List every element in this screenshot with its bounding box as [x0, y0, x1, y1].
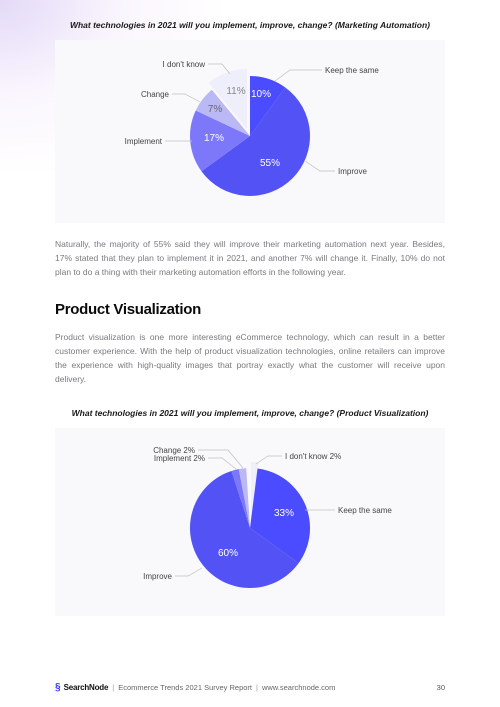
footer-url: www.searchnode.com	[262, 683, 335, 692]
chart1-lbl-change: Change	[141, 90, 170, 99]
chart1-lead-keep	[275, 70, 322, 81]
chart2-lead-improve	[175, 568, 202, 576]
chart2-lead-dk	[256, 456, 282, 464]
logo-text: SearchNode	[64, 683, 109, 692]
footer-separator-1: |	[112, 683, 114, 692]
chart1-lbl-dk: I don't know	[163, 60, 206, 69]
chart2-title: What technologies in 2021 will you imple…	[55, 408, 445, 418]
chart2-lbl-dk: I don't know 2%	[285, 452, 341, 461]
chart2-lbl-improve: Improve	[143, 572, 172, 581]
chart2-lead-impl	[208, 458, 236, 469]
chart1-val-improve: 55%	[260, 158, 280, 169]
page-footer: § SearchNode | Ecommerce Trends 2021 Sur…	[55, 682, 445, 693]
page-number: 30	[437, 683, 445, 692]
chart1-val-change: 7%	[208, 104, 223, 115]
chart1-box: 10% 55% 17% 7% 11% Keep the same Improve…	[55, 40, 445, 223]
chart1-val-dk: 11%	[226, 86, 245, 97]
chart2-val-keep: 33%	[274, 508, 294, 519]
chart1-title: What technologies in 2021 will you imple…	[55, 20, 445, 30]
paragraph-2: Product visualization is one more intere…	[55, 330, 445, 386]
footer-separator-2: |	[256, 683, 258, 692]
chart1-pie: 10% 55% 17% 7% 11% Keep the same Improve…	[80, 54, 420, 209]
chart1-lead-dk	[208, 64, 230, 74]
chart1-lead-improve	[305, 161, 335, 171]
chart2-lbl-keep: Keep the same	[338, 506, 392, 515]
chart1-lbl-impl: Implement	[125, 137, 163, 146]
chart1-val-impl: 17%	[204, 133, 224, 144]
chart1-lbl-keep: Keep the same	[325, 66, 379, 75]
chart2-lbl-change: Change 2%	[153, 446, 195, 455]
section-heading-product-visualization: Product Visualization	[55, 301, 445, 318]
chart1-val-keep: 10%	[251, 89, 271, 100]
chart2-val-improve: 60%	[218, 548, 238, 559]
paragraph-1: Naturally, the majority of 55% said they…	[55, 237, 445, 279]
chart1-lbl-improve: Improve	[338, 167, 367, 176]
logo: § SearchNode	[55, 682, 108, 693]
chart1-lead-change	[172, 94, 200, 102]
footer-report-name: Ecommerce Trends 2021 Survey Report	[118, 683, 252, 692]
chart2-pie: 33% 60% I don't know 2% Keep the same Im…	[80, 442, 420, 602]
chart2-lbl-impl: Implement 2%	[154, 454, 205, 463]
logo-mark-icon: §	[55, 682, 61, 693]
page-content: What technologies in 2021 will you imple…	[0, 0, 500, 616]
chart2-box: 33% 60% I don't know 2% Keep the same Im…	[55, 428, 445, 616]
